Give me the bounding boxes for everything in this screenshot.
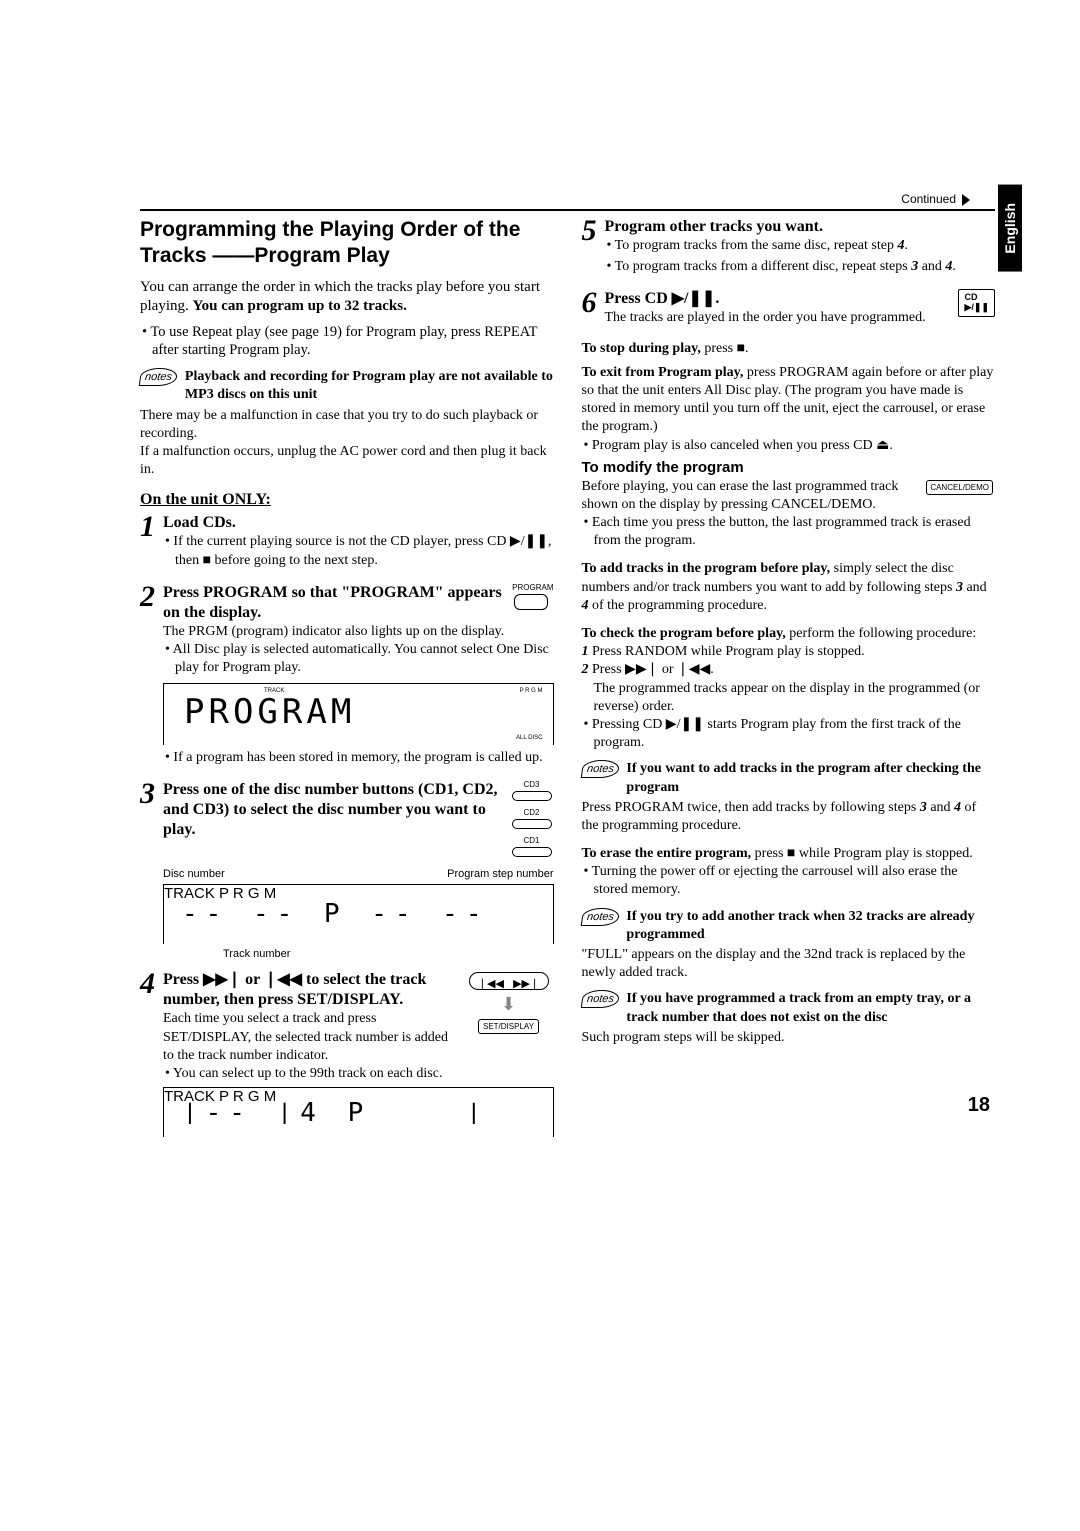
- header-rule: [140, 209, 995, 211]
- note4: notes If you have programmed a track fro…: [582, 990, 996, 1026]
- continued-label: Continued: [901, 192, 970, 206]
- notes-icon: notes: [580, 908, 619, 926]
- step6-p1: The tracks are played in the order you h…: [605, 309, 996, 327]
- intro-bullet: To use Repeat play (see page 19) for Pro…: [140, 323, 554, 361]
- step-1: 1 Load CDs. If the current playing sourc…: [140, 513, 554, 572]
- note4-text: If you have programmed a track from an e…: [626, 990, 995, 1026]
- step4-b1: You can select up to the 99th track on e…: [163, 1065, 554, 1083]
- step-3: 3 CD3 CD2 CD1 Press one of the disc numb…: [140, 780, 554, 960]
- note2-p1: Press PROGRAM twice, then add tracks by …: [582, 799, 996, 835]
- check-b1: Pressing CD ▶/❚❚ starts Program play fro…: [582, 716, 996, 752]
- intro-p: You can arrange the order in which the t…: [140, 278, 554, 317]
- display-program: TRACK P R G M PROGRAM ALL DISC: [163, 683, 554, 745]
- erase-program: To erase the entire program, press ■ whi…: [582, 845, 996, 863]
- step3-title: Press one of the disc number buttons (CD…: [163, 780, 554, 840]
- step-num: 5: [582, 217, 597, 244]
- step-num: 2: [140, 583, 155, 610]
- step-4: 4 ❘◀◀ ▶▶❘ ⬇ SET/DISPLAY Press ▶▶❘ or ❘◀◀…: [140, 970, 554, 1137]
- notes-icon: notes: [139, 368, 178, 386]
- cd-buttons-art: CD3 CD2 CD1: [510, 780, 554, 864]
- erase-b1: Turning the power off or ejecting the ca…: [582, 863, 996, 899]
- check-program: To check the program before play, perfor…: [582, 625, 996, 643]
- step-5: 5 Program other tracks you want. To prog…: [582, 217, 996, 279]
- display-step3: TRACK P R G M -- -- P -- --: [163, 884, 554, 944]
- note2: notes If you want to add tracks in the p…: [582, 760, 996, 796]
- step-num: 6: [582, 289, 597, 316]
- check-s1: 1 Press RANDOM while Program play is sto…: [582, 643, 996, 661]
- page-title: Programming the Playing Order of the Tra…: [140, 217, 554, 270]
- step-num: 4: [140, 970, 155, 997]
- display-step4: TRACK P R G M ❘-- ❘4 P ❘: [163, 1087, 554, 1137]
- note3: notes If you try to add another track wh…: [582, 908, 996, 944]
- display-labels-top: Disc numberProgram step number: [163, 868, 554, 880]
- note3-text: If you try to add another track when 32 …: [626, 908, 995, 944]
- step-6: 6 CD▶/❚❚ Press CD ▶/❚❚. The tracks are p…: [582, 289, 996, 327]
- exit-b1: Program play is also canceled when you p…: [582, 437, 996, 455]
- note4-p1: Such program steps will be skipped.: [582, 1029, 996, 1047]
- step6-title: Press CD ▶/❚❚.: [605, 289, 996, 309]
- page-number: 18: [968, 1094, 990, 1117]
- col-right: 5 Program other tracks you want. To prog…: [582, 217, 996, 1137]
- on-unit-heading: On the unit ONLY:: [140, 491, 554, 509]
- cd-play-icon: CD▶/❚❚: [958, 289, 995, 317]
- add-tracks: To add tracks in the program before play…: [582, 560, 996, 615]
- note1: notes Playback and recording for Program…: [140, 368, 554, 404]
- modify-heading: To modify the program: [582, 459, 996, 476]
- step-num: 3: [140, 780, 155, 807]
- notes-icon: notes: [580, 760, 619, 778]
- track-label: Track number: [223, 948, 554, 960]
- check-s2: 2 Press ▶▶❘ or ❘◀◀.: [582, 661, 996, 679]
- step2-title: Press PROGRAM so that "PROGRAM" appears …: [163, 583, 554, 623]
- stop-play: To stop during play, press ■.: [582, 340, 996, 358]
- check-s2p: The programmed tracks appear on the disp…: [582, 680, 996, 716]
- exit-program: To exit from Program play, press PROGRAM…: [582, 364, 996, 437]
- step1-title: Load CDs.: [163, 513, 554, 533]
- note1-p2: If a malfunction occurs, unplug the AC p…: [140, 443, 554, 479]
- program-button-art: PROGRAM: [512, 583, 553, 617]
- step2-b1: All Disc play is selected automatically.…: [163, 641, 554, 677]
- language-tab: English: [998, 185, 1022, 272]
- step1-b1: If the current playing source is not the…: [163, 533, 554, 569]
- note1-text: Playback and recording for Program play …: [185, 368, 554, 404]
- page: Continued English Programming the Playin…: [0, 0, 1080, 1187]
- notes-icon: notes: [580, 990, 619, 1008]
- skip-set-art: ❘◀◀ ▶▶❘ ⬇ SET/DISPLAY: [464, 970, 554, 1036]
- step-2: 2 PROGRAM Press PROGRAM so that "PROGRAM…: [140, 583, 554, 771]
- modify-b1: Each time you press the button, the last…: [582, 514, 996, 550]
- step5-title: Program other tracks you want.: [605, 217, 996, 237]
- step-num: 1: [140, 513, 155, 540]
- step2-b2: If a program has been stored in memory, …: [163, 749, 554, 767]
- step2-p1: The PRGM (program) indicator also lights…: [163, 623, 554, 641]
- step5-b1: To program tracks from the same disc, re…: [605, 237, 996, 255]
- note1-p1: There may be a malfunction in case that …: [140, 407, 554, 443]
- col-left: Programming the Playing Order of the Tra…: [140, 217, 554, 1137]
- note3-p1: "FULL" appears on the display and the 32…: [582, 946, 996, 982]
- columns: Programming the Playing Order of the Tra…: [140, 217, 995, 1137]
- cancel-demo-art: CANCEL/DEMO: [924, 478, 995, 497]
- step5-b2: To program tracks from a different disc,…: [605, 258, 996, 276]
- note2-text: If you want to add tracks in the program…: [626, 760, 995, 796]
